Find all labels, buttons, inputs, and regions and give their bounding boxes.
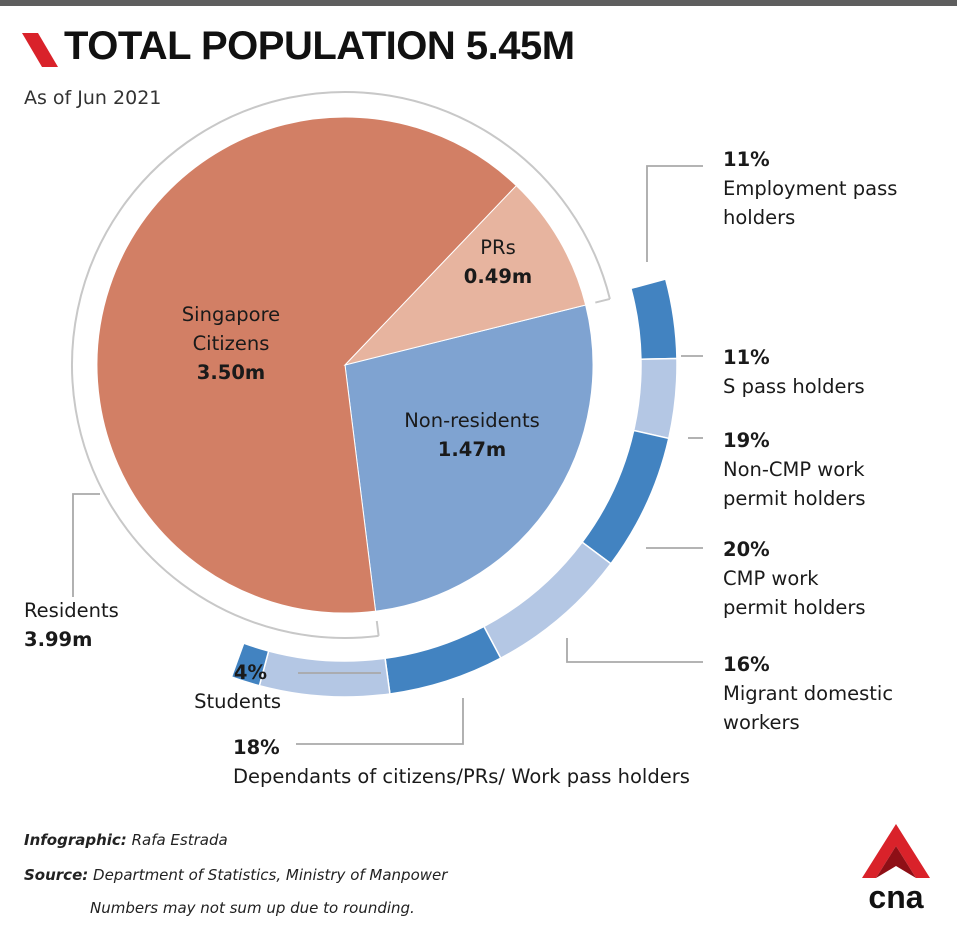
label-prs: PRs 0.49m <box>463 236 533 288</box>
title-slash-icon <box>22 33 58 67</box>
slice-singapore-citizens <box>96 116 518 614</box>
ring-segment-cmp-work-permit-holders <box>482 541 613 660</box>
label-nonresidents: Non-residents 1.47m <box>404 409 540 461</box>
label-dependants: 18% Dependants of citizens/PRs/ Work pas… <box>233 736 690 788</box>
top-bar <box>0 0 957 6</box>
cna-logo-text: cna <box>868 879 923 912</box>
label-non-cmp: 19% Non-CMP work permit holders <box>723 429 866 510</box>
ring-segment-s-pass-holders <box>632 357 678 440</box>
ring-segment-students <box>230 642 270 687</box>
residents-arc-tick-end <box>595 297 611 304</box>
chart-title: TOTAL POPULATION 5.45M <box>64 24 575 68</box>
label-cmp: 20% CMP work permit holders <box>723 538 866 619</box>
ring-segment-migrant-domestic-workers <box>384 625 502 695</box>
leader-dependants <box>296 698 464 745</box>
cna-logo: cna <box>858 822 934 915</box>
residents-arc-tick-start <box>375 620 380 637</box>
residents-arc <box>71 91 611 639</box>
ring-segment-employment-pass-holders <box>629 278 678 361</box>
slice-non-residents <box>344 304 594 612</box>
leader-residents <box>72 493 100 597</box>
label-residents: Residents 3.99m <box>24 599 119 651</box>
chart-subtitle: As of Jun 2021 <box>24 87 162 109</box>
slice-prs <box>343 184 587 366</box>
leader-migrant-domestic <box>566 638 703 663</box>
label-migrant-domestic: 16% Migrant domestic workers <box>723 653 894 734</box>
leader-employment-pass <box>646 165 703 262</box>
cna-logo-mark: cna <box>862 824 930 915</box>
footer-note: Numbers may not sum up due to rounding. <box>90 899 415 917</box>
footer-source: Source: Department of Statistics, Minist… <box>24 866 448 884</box>
footer-credit: Infographic: Rafa Estrada <box>24 831 228 849</box>
label-employment-pass: 11% Employment pass holders <box>723 148 898 229</box>
label-s-pass: 11% S pass holders <box>723 346 865 398</box>
ring-segment-non-cmp-work-permit-holders <box>581 429 670 565</box>
label-students: 4% Students <box>194 661 281 713</box>
label-citizens: Singapore Citizens 3.50m <box>181 303 281 384</box>
